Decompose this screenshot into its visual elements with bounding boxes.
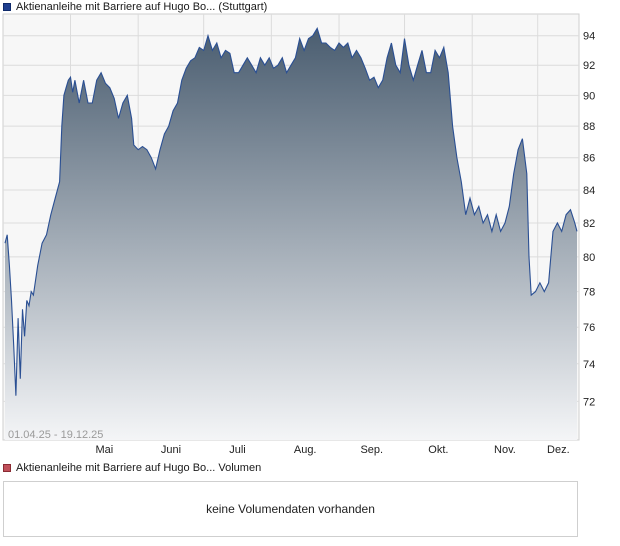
price-legend: Aktienanleihe mit Barriere auf Hugo Bo..… <box>3 0 267 14</box>
x-tick-label: Aug. <box>294 444 317 456</box>
volume-empty-message: keine Volumendaten vorhanden <box>206 502 375 516</box>
y-tick-label: 80 <box>583 252 595 264</box>
y-tick-label: 82 <box>583 218 595 230</box>
y-tick-label: 88 <box>583 121 595 133</box>
date-range-label: 01.04.25 - 19.12.25 <box>8 429 103 441</box>
y-tick-label: 94 <box>583 31 595 43</box>
y-tick-label: 72 <box>583 396 595 408</box>
x-tick-label: Juli <box>229 444 246 456</box>
y-tick-label: 84 <box>583 185 595 197</box>
x-tick-label: Dez. <box>547 444 570 456</box>
y-tick-label: 76 <box>583 322 595 334</box>
y-tick-label: 86 <box>583 153 595 165</box>
price-series-swatch <box>3 3 11 11</box>
x-tick-label: Okt. <box>428 444 448 456</box>
volume-legend: Aktienanleihe mit Barriere auf Hugo Bo..… <box>3 461 261 475</box>
volume-panel: keine Volumendaten vorhanden <box>3 481 578 537</box>
x-tick-label: Mai <box>95 444 113 456</box>
volume-legend-label: Aktienanleihe mit Barriere auf Hugo Bo..… <box>16 462 262 474</box>
y-tick-label: 90 <box>583 90 595 102</box>
y-tick-label: 78 <box>583 287 595 299</box>
x-tick-label: Nov. <box>494 444 516 456</box>
x-tick-label: Sep. <box>360 444 383 456</box>
volume-series-swatch <box>3 464 11 472</box>
x-tick-label: Juni <box>161 444 181 456</box>
y-tick-label: 92 <box>583 60 595 72</box>
price-legend-label: Aktienanleihe mit Barriere auf Hugo Bo..… <box>16 1 268 13</box>
y-tick-label: 74 <box>583 359 595 371</box>
price-line <box>4 27 578 396</box>
price-area <box>5 28 577 440</box>
